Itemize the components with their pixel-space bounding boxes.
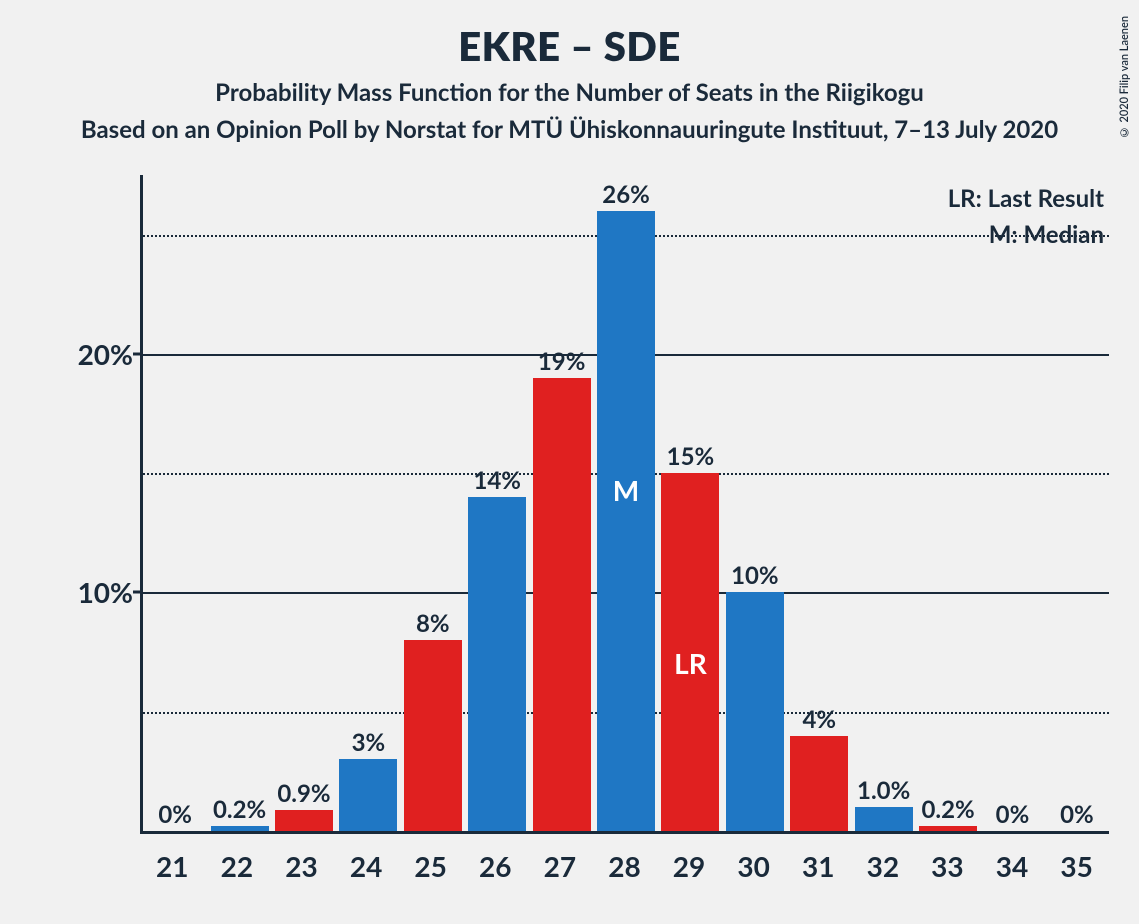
bar: 3%: [339, 759, 397, 831]
y-tick-label: 10%: [78, 575, 143, 609]
bar-value-label: 3%: [352, 728, 386, 757]
bar-slot: 14%: [465, 175, 529, 831]
x-tick-label: 35: [1044, 839, 1109, 894]
bar-value-label: 19%: [538, 347, 586, 376]
bar-value-label: 4%: [802, 705, 836, 734]
bar-slot: 0.9%: [272, 175, 336, 831]
bar-slot: 0%: [1045, 175, 1109, 831]
x-tick-label: 27: [528, 839, 593, 894]
bar-slot: 3%: [336, 175, 400, 831]
bar-value-label: 0.9%: [277, 779, 330, 808]
x-tick-label: 28: [592, 839, 657, 894]
bar: 26%M: [597, 211, 655, 831]
bar-value-label: 0%: [158, 800, 192, 829]
bar-value-label: 0.2%: [213, 795, 266, 824]
x-tick-label: 25: [398, 839, 463, 894]
bar-value-label: 0.2%: [921, 795, 974, 824]
bar: 4%: [790, 736, 848, 831]
bar-value-label: 0%: [996, 800, 1030, 829]
x-tick-label: 24: [334, 839, 399, 894]
bar: 14%: [468, 497, 526, 831]
bar: 0.9%: [275, 810, 333, 831]
bar-value-label: 14%: [473, 466, 521, 495]
x-tick-label: 32: [851, 839, 916, 894]
bar: 15%LR: [661, 473, 719, 831]
bar-value-label: 8%: [416, 609, 450, 638]
bar-slot: 26% M: [594, 175, 658, 831]
legend-lr: LR: Last Result: [948, 181, 1104, 217]
bar: 0.2%: [919, 826, 977, 831]
bar-value-label: 15%: [667, 442, 715, 471]
bar-slot: 10%: [723, 175, 787, 831]
x-tick-label: 23: [269, 839, 334, 894]
legend-median: M: Median: [948, 217, 1104, 253]
chart-subtitle: Probability Mass Function for the Number…: [0, 78, 1139, 107]
x-tick-label: 26: [463, 839, 528, 894]
bar: 10%: [726, 592, 784, 831]
copyright-text: © 2020 Filip van Laenen: [1118, 16, 1131, 138]
bar-value-label: 1.0%: [857, 776, 910, 805]
bar-slot: 19%: [529, 175, 593, 831]
y-tick-label: 20%: [78, 337, 143, 371]
bar-value-label: 26%: [602, 180, 650, 209]
bar: 19%: [533, 378, 591, 831]
chart-subtitle-2: Based on an Opinion Poll by Norstat for …: [0, 115, 1139, 144]
bar: 8%: [404, 640, 462, 831]
x-tick-label: 33: [915, 839, 980, 894]
bar: 0.2%: [211, 826, 269, 831]
x-axis-labels: 212223242526272829303132333435: [140, 839, 1109, 894]
x-tick-label: 29: [657, 839, 722, 894]
bar-value-label: 10%: [731, 561, 779, 590]
plot-area: LR: Last Result M: Median 10%20% 0%0.2%0…: [140, 175, 1109, 834]
bar-slot: 0%: [143, 175, 207, 831]
x-tick-label: 30: [721, 839, 786, 894]
bar-slot: 0.2%: [207, 175, 271, 831]
bar-slot: 0%: [980, 175, 1044, 831]
bar-slot: 15% LR: [658, 175, 722, 831]
bar-inner-label: LR: [674, 646, 707, 680]
bar-value-label: 0%: [1060, 800, 1094, 829]
x-tick-label: 21: [140, 839, 205, 894]
x-tick-label: 22: [205, 839, 270, 894]
legend: LR: Last Result M: Median: [948, 181, 1104, 253]
chart-area: LR: Last Result M: Median 10% 20% 0% 0.2% 0…: [50, 175, 1119, 894]
bar-slot: 1.0%: [851, 175, 915, 831]
bar-slot: 4%: [787, 175, 851, 831]
bar-inner-label: M: [613, 473, 639, 507]
bar-slot: 0.2%: [916, 175, 980, 831]
x-tick-label: 34: [980, 839, 1045, 894]
bar: 1.0%: [855, 807, 913, 831]
x-tick-label: 31: [786, 839, 851, 894]
bar-slot: 8%: [401, 175, 465, 831]
chart-title: EKRE – SDE: [0, 0, 1139, 70]
bars-container: 0%0.2%0.9%3%8%14%19%26%M15%LR10%4%1.0%0.…: [143, 175, 1109, 831]
